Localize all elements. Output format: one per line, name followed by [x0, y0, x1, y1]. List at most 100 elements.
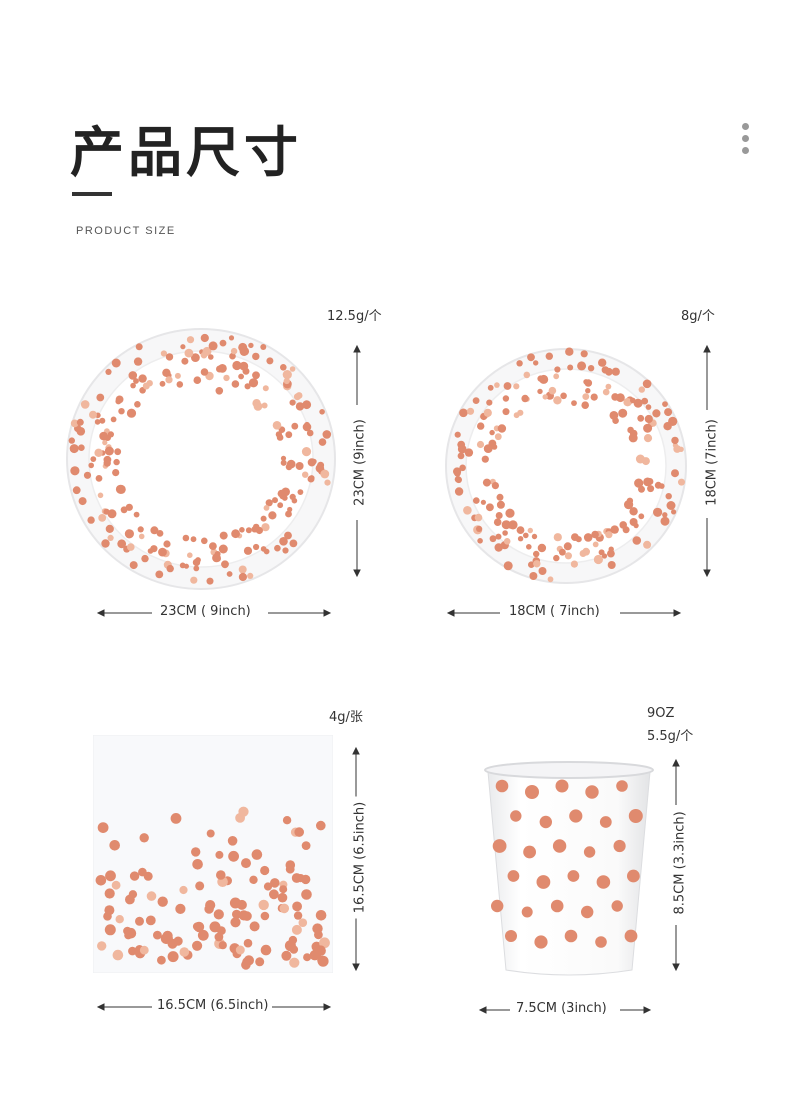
- plate-dot: [279, 537, 288, 546]
- plate-dot: [623, 398, 632, 407]
- plate-dot: [643, 540, 652, 549]
- napkin-dot: [315, 910, 327, 921]
- plate-dot: [634, 478, 644, 488]
- plate-dot: [118, 408, 125, 415]
- plate-dot: [287, 506, 293, 513]
- plate-dot: [248, 378, 259, 388]
- plate-dot: [111, 358, 121, 368]
- napkin-dot: [193, 921, 205, 933]
- napkin-dot: [319, 937, 330, 949]
- small-plate-width-label: 18CM ( 7inch): [505, 604, 604, 619]
- plate-dot: [306, 429, 314, 437]
- plate-dot: [318, 438, 327, 446]
- plate-dot: [523, 532, 529, 539]
- plate-dot: [166, 564, 174, 573]
- plate-dot: [263, 505, 270, 511]
- plate-dot: [457, 452, 465, 460]
- plate-dot: [308, 475, 315, 481]
- plate-dot: [307, 458, 316, 467]
- plate-dot: [186, 336, 195, 344]
- plate-dot: [133, 378, 139, 384]
- large-plate-weight: 12.5g/个: [327, 309, 382, 324]
- plate-dot: [581, 401, 589, 409]
- napkin-dot: [269, 889, 279, 900]
- plate-dot: [503, 561, 513, 571]
- plate-dot: [295, 462, 304, 470]
- plate-dot: [181, 357, 189, 365]
- plate-dot: [486, 399, 493, 406]
- plate-dot: [527, 527, 533, 534]
- napkin-dot: [260, 944, 272, 956]
- plate-dot: [130, 382, 136, 389]
- plate-dot: [116, 484, 126, 494]
- plate-dot: [626, 497, 634, 504]
- napkin-dot: [255, 957, 265, 967]
- plate-dot: [248, 342, 254, 349]
- plate-dot: [262, 385, 269, 392]
- plate-dot: [99, 431, 108, 441]
- plate-dot: [491, 482, 499, 490]
- plate-dot: [286, 459, 296, 469]
- cup-height-label: 8.5CM (3.3inch): [672, 810, 688, 919]
- plate-dot: [95, 475, 103, 482]
- napkin-dot: [175, 903, 186, 914]
- plate-dot: [272, 421, 282, 430]
- plate-dot: [538, 567, 547, 575]
- plate-dot: [201, 537, 208, 545]
- napkin-dot: [192, 940, 203, 951]
- plate-dot: [662, 512, 668, 518]
- plate-dot: [69, 444, 79, 454]
- plate-dot: [89, 410, 97, 419]
- napkin-dot: [179, 885, 188, 895]
- plate-dot: [584, 379, 593, 387]
- plate-dot: [502, 395, 510, 402]
- plate-dot: [200, 351, 208, 359]
- plate-dot: [553, 373, 560, 380]
- napkin-dot: [260, 911, 270, 921]
- plate-dot: [662, 401, 668, 407]
- plate-dot: [324, 479, 331, 486]
- plate-dot: [124, 529, 134, 539]
- plate-dot: [605, 531, 613, 539]
- more-vertical-icon[interactable]: [739, 123, 751, 165]
- plate-dot: [182, 534, 190, 542]
- napkin-dot: [301, 841, 311, 850]
- cup-dot: [595, 936, 607, 948]
- plate-dot: [291, 422, 299, 430]
- plate-dot: [105, 368, 112, 375]
- plate-dot: [142, 382, 150, 390]
- napkin-dot: [251, 849, 263, 860]
- plate-dot: [289, 539, 298, 548]
- plate-dot: [138, 533, 145, 540]
- plate-dot: [103, 459, 111, 467]
- plate-dot: [302, 422, 312, 432]
- plate-dot: [528, 561, 535, 568]
- plate-dot: [159, 380, 166, 387]
- plate-dot: [459, 464, 466, 472]
- plate-dot: [98, 514, 107, 522]
- napkin-dot: [195, 881, 205, 891]
- napkin-dot: [242, 911, 252, 921]
- plate-dot: [223, 374, 230, 382]
- napkin-dot: [260, 865, 270, 876]
- plate-dot: [231, 529, 241, 539]
- plate-dot: [133, 357, 143, 366]
- plate-dot: [281, 487, 290, 497]
- plate-dot: [457, 444, 467, 454]
- plate-dot: [105, 524, 114, 533]
- plate-dot: [268, 511, 277, 520]
- plate-dot: [664, 408, 673, 417]
- plate-dot: [280, 364, 287, 371]
- plate-dot: [553, 396, 562, 405]
- plate-dot: [218, 364, 227, 373]
- plate-dot: [193, 376, 202, 384]
- plate-dot: [284, 531, 292, 540]
- napkin-dot: [301, 874, 311, 885]
- plate-dot: [150, 526, 159, 535]
- plate-dot: [493, 518, 502, 526]
- plate-dot: [638, 386, 645, 393]
- plate-dot: [219, 339, 227, 347]
- plate-dot: [94, 419, 101, 425]
- plate-dot: [513, 412, 520, 419]
